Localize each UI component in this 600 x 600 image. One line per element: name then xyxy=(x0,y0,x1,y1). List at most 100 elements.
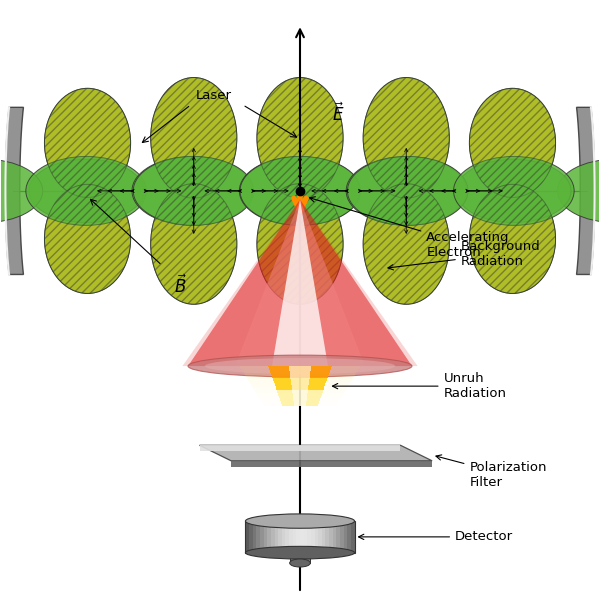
Ellipse shape xyxy=(245,514,355,528)
Ellipse shape xyxy=(188,355,412,377)
Polygon shape xyxy=(253,387,347,389)
Polygon shape xyxy=(243,371,357,373)
Ellipse shape xyxy=(469,184,556,293)
Ellipse shape xyxy=(363,184,449,304)
Polygon shape xyxy=(292,388,308,390)
Polygon shape xyxy=(272,200,328,366)
Bar xyxy=(314,521,318,553)
Bar xyxy=(318,521,322,553)
Polygon shape xyxy=(293,398,307,401)
Polygon shape xyxy=(293,395,307,398)
Polygon shape xyxy=(289,369,311,371)
Ellipse shape xyxy=(239,157,360,226)
Polygon shape xyxy=(200,445,400,451)
Bar xyxy=(245,521,355,553)
Text: Laser: Laser xyxy=(196,89,232,102)
Ellipse shape xyxy=(557,160,600,223)
Ellipse shape xyxy=(456,160,571,223)
Ellipse shape xyxy=(29,160,144,223)
Polygon shape xyxy=(268,366,332,367)
Bar xyxy=(311,521,314,553)
Bar xyxy=(249,521,253,553)
Polygon shape xyxy=(280,397,320,398)
Polygon shape xyxy=(247,377,353,379)
Text: Polarization
Filter: Polarization Filter xyxy=(436,455,547,489)
Bar xyxy=(275,521,278,553)
Polygon shape xyxy=(278,394,322,395)
Ellipse shape xyxy=(151,77,237,198)
Bar xyxy=(293,521,296,553)
Polygon shape xyxy=(244,373,356,374)
Polygon shape xyxy=(275,385,325,386)
Ellipse shape xyxy=(346,157,467,226)
Polygon shape xyxy=(252,385,348,387)
Ellipse shape xyxy=(44,88,131,197)
Ellipse shape xyxy=(290,559,310,567)
Polygon shape xyxy=(280,400,320,401)
Ellipse shape xyxy=(132,157,253,226)
Bar xyxy=(347,521,351,553)
Polygon shape xyxy=(182,200,418,366)
Polygon shape xyxy=(281,402,319,404)
Polygon shape xyxy=(188,200,412,366)
Bar xyxy=(245,521,249,553)
Bar xyxy=(256,521,260,553)
Ellipse shape xyxy=(240,157,361,226)
Polygon shape xyxy=(242,369,358,371)
Bar xyxy=(351,521,355,553)
Ellipse shape xyxy=(151,184,237,304)
Ellipse shape xyxy=(44,184,131,293)
Polygon shape xyxy=(250,382,350,384)
Polygon shape xyxy=(290,374,310,377)
Ellipse shape xyxy=(26,157,146,226)
Polygon shape xyxy=(291,379,309,382)
Ellipse shape xyxy=(363,77,449,198)
Polygon shape xyxy=(249,380,351,382)
Polygon shape xyxy=(281,404,319,405)
Ellipse shape xyxy=(44,184,131,293)
Polygon shape xyxy=(279,395,321,397)
Ellipse shape xyxy=(469,184,556,293)
Ellipse shape xyxy=(469,88,556,197)
Ellipse shape xyxy=(454,157,574,226)
Text: Accelerating
Electron: Accelerating Electron xyxy=(310,197,510,259)
Bar xyxy=(344,521,347,553)
Polygon shape xyxy=(294,401,306,404)
Polygon shape xyxy=(274,381,326,382)
Bar xyxy=(278,521,282,553)
Polygon shape xyxy=(292,390,308,393)
Bar xyxy=(253,521,256,553)
Polygon shape xyxy=(577,107,595,274)
Bar xyxy=(329,521,333,553)
Bar xyxy=(322,521,325,553)
Polygon shape xyxy=(273,379,327,381)
Ellipse shape xyxy=(151,77,237,198)
Bar xyxy=(333,521,337,553)
Text: $\vec{E}$: $\vec{E}$ xyxy=(332,103,344,125)
Bar xyxy=(260,521,263,553)
Bar xyxy=(304,521,307,553)
Bar xyxy=(296,521,300,553)
Polygon shape xyxy=(274,382,326,383)
Polygon shape xyxy=(272,378,328,379)
Ellipse shape xyxy=(0,160,43,223)
Ellipse shape xyxy=(363,184,449,304)
Polygon shape xyxy=(246,376,354,377)
Polygon shape xyxy=(289,366,311,369)
Polygon shape xyxy=(272,376,328,377)
Ellipse shape xyxy=(347,157,468,226)
Ellipse shape xyxy=(44,88,131,197)
Bar xyxy=(267,521,271,553)
Polygon shape xyxy=(235,200,365,366)
Polygon shape xyxy=(272,377,328,378)
Polygon shape xyxy=(275,383,325,385)
Bar xyxy=(282,521,286,553)
Polygon shape xyxy=(277,389,323,390)
Bar xyxy=(286,521,289,553)
Bar xyxy=(271,521,275,553)
Polygon shape xyxy=(269,369,331,370)
Bar xyxy=(290,553,310,563)
Ellipse shape xyxy=(257,184,343,304)
Ellipse shape xyxy=(257,184,343,304)
Ellipse shape xyxy=(469,88,556,197)
